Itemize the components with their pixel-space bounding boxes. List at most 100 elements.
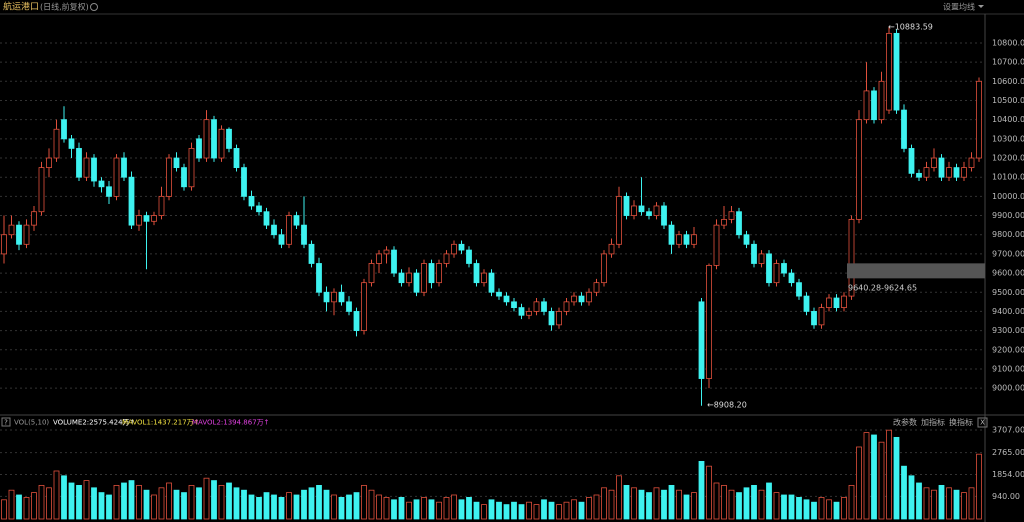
candle-body [878, 80, 885, 121]
volume-bar [728, 489, 735, 520]
candle-body [128, 176, 135, 226]
candle-body [563, 301, 570, 312]
volume-bar [488, 499, 495, 520]
volume-bar [361, 484, 367, 520]
volume-bar [293, 494, 300, 520]
candle-body [796, 282, 802, 297]
candle-body [53, 128, 60, 159]
volume-bar [391, 499, 397, 520]
candle-body [98, 180, 105, 188]
candle-body [496, 291, 502, 297]
volume-bar [541, 499, 547, 520]
volume-bar [113, 484, 120, 520]
candle-body [676, 234, 682, 245]
volume-bar [398, 496, 405, 520]
price-zone [847, 263, 985, 279]
candle-body [773, 263, 780, 284]
candle-body [16, 224, 22, 245]
candle-body [968, 157, 975, 169]
annotation: ←8908.20 [707, 401, 747, 410]
volume-bar [241, 489, 247, 520]
candle-body [646, 211, 652, 216]
volume-bar [76, 484, 82, 520]
volume-bar [211, 480, 217, 520]
y-tick-label: 9700.00 [992, 249, 1024, 258]
y-tick-label: 2765.00 [992, 448, 1024, 457]
volume-bar [203, 477, 210, 520]
candle-body [631, 205, 637, 216]
volume-bar [233, 487, 240, 520]
volume-bar [946, 487, 952, 520]
y-tick-label: 9200.00 [992, 345, 1024, 354]
candle-body [751, 243, 757, 264]
y-tick-label: 10200.00 [992, 154, 1024, 163]
volume-bar [893, 436, 900, 520]
y-tick-label: 9000.00 [992, 384, 1024, 393]
volume-bar [38, 484, 45, 520]
volume-bar [338, 496, 345, 520]
candle-body [916, 172, 922, 178]
candle-body [856, 119, 862, 220]
volume-bar [121, 482, 127, 520]
candle-body [346, 301, 352, 312]
candle-body [826, 297, 832, 308]
candle-body [788, 272, 795, 284]
candle-body [728, 211, 735, 220]
candle-body [38, 167, 45, 213]
volume-bar [548, 501, 555, 520]
candle-body [743, 234, 750, 245]
volume-bar [653, 487, 660, 520]
candle-body [323, 291, 330, 303]
y-tick-label: 10700.00 [992, 58, 1024, 67]
candle-body [106, 186, 112, 197]
candle-body [871, 90, 877, 121]
candle-body [946, 167, 952, 178]
volume-bar [23, 496, 30, 520]
candle-body [136, 215, 142, 226]
button[interactable]: 加指标 [921, 417, 945, 427]
volume-bar [53, 470, 60, 520]
volume-bar [68, 482, 75, 520]
help[interactable]: ? [4, 419, 8, 427]
button[interactable]: 改参数 [893, 417, 917, 427]
volume-bar [383, 496, 390, 520]
volume-bar [878, 441, 885, 520]
close[interactable]: X [980, 419, 985, 427]
volume-bar [451, 494, 457, 520]
volume-bar [788, 494, 795, 520]
candle-body [518, 307, 525, 316]
volume-bar [481, 504, 487, 520]
volume-bar [158, 487, 165, 520]
volume-bar [751, 484, 757, 520]
volume-bar [953, 489, 960, 520]
button[interactable]: 换指标 [949, 417, 973, 427]
volume-bar [691, 492, 697, 520]
volume-bar [968, 487, 975, 520]
volume-bar [743, 487, 750, 520]
candle-body [466, 249, 472, 264]
candle-body [691, 234, 697, 245]
volume-bar [173, 489, 180, 520]
volume-bar [811, 501, 817, 520]
candle-body [766, 253, 772, 284]
candle-body [241, 167, 247, 197]
candle-body [151, 215, 157, 222]
candle-body [961, 167, 967, 178]
candle-body [541, 301, 547, 312]
candle-body [1, 234, 7, 255]
volume-bar [353, 492, 360, 520]
candle-body [181, 167, 187, 188]
volume-bar [803, 499, 810, 520]
y-tick-label: 9100.00 [992, 364, 1024, 373]
volume-bar [406, 501, 412, 520]
legend-entry: VOLUME2:2575.424万↑ [53, 419, 135, 427]
menu[interactable]: 设置均线 [943, 2, 975, 12]
volume-bar [713, 482, 720, 520]
candle-body [653, 205, 660, 216]
y-tick-label: 10800.00 [992, 38, 1024, 47]
settings-icon[interactable] [90, 3, 98, 11]
volume-bar [796, 496, 802, 520]
candle-body [443, 253, 450, 264]
volume-bar [91, 487, 97, 520]
help-box [1, 417, 11, 427]
